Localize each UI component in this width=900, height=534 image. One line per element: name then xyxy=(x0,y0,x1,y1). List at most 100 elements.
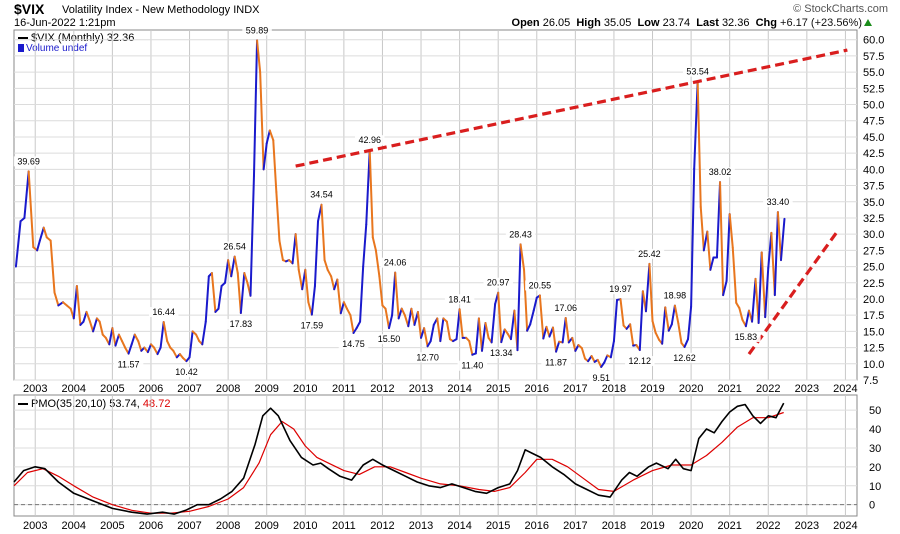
vix-segment xyxy=(313,220,320,288)
vix-segment xyxy=(326,268,333,278)
x-tick-label: 2015 xyxy=(486,383,510,395)
value-label-bg xyxy=(669,352,700,363)
x-tick-label: 2023 xyxy=(795,383,819,395)
vix-segment xyxy=(53,291,60,307)
value-label: 53.54 xyxy=(686,67,709,77)
pmo-x-tick-label: 2004 xyxy=(62,520,86,532)
value-label: 17.06 xyxy=(554,303,577,313)
vix-segment xyxy=(629,323,635,347)
value-label-bg xyxy=(380,257,410,268)
value-label: 28.43 xyxy=(509,229,532,239)
vix-segment xyxy=(336,278,342,315)
vix-segment xyxy=(561,317,567,344)
vix-segment xyxy=(603,354,609,364)
value-label: 11.57 xyxy=(118,360,140,370)
vix-segment xyxy=(166,340,172,349)
y-tick-label: 25.0 xyxy=(863,262,884,274)
vix-segment xyxy=(523,268,529,332)
vix-segment xyxy=(661,306,667,345)
pmo-x-tick-label: 2008 xyxy=(216,520,240,532)
value-label: 18.98 xyxy=(664,291,687,301)
line-swatch-icon xyxy=(18,403,28,406)
vix-segment xyxy=(146,343,152,354)
vix-segment xyxy=(345,307,352,317)
vix-segment xyxy=(297,268,304,291)
vix-segment xyxy=(133,333,140,343)
main-series-legend: $VIX (Monthly) 32.36 xyxy=(18,32,134,44)
vix-segment xyxy=(580,347,587,360)
value-label: 38.02 xyxy=(709,167,732,177)
x-tick-label: 2014 xyxy=(447,383,471,395)
vix-segment xyxy=(278,239,284,262)
value-label: 18.41 xyxy=(448,294,471,304)
vix-segment xyxy=(233,255,239,275)
y-tick-label: 22.5 xyxy=(863,278,884,290)
vix-segment xyxy=(526,323,532,332)
vix-segment xyxy=(687,305,693,341)
vix-segment xyxy=(725,213,731,282)
vix-segment xyxy=(648,262,654,323)
vix-segment xyxy=(551,326,558,353)
vix-segment xyxy=(532,296,538,312)
value-label: 11.87 xyxy=(545,358,567,368)
up-arrow-icon xyxy=(864,19,872,26)
y-tick-label: 17.5 xyxy=(863,310,884,322)
pmo-y-tick-label: 40 xyxy=(869,424,881,436)
vix-segment xyxy=(362,223,368,268)
y-tick-label: 20.0 xyxy=(863,294,884,306)
vix-segment xyxy=(667,323,673,332)
vix-segment xyxy=(731,246,738,304)
value-label-bg xyxy=(541,357,571,368)
trendline xyxy=(295,48,848,168)
vix-segment xyxy=(265,129,271,145)
volume-bars-icon xyxy=(18,44,24,53)
value-label: 19.97 xyxy=(609,284,632,294)
y-tick-label: 47.5 xyxy=(863,116,884,128)
stockcharts-logo: © StockCharts.com xyxy=(793,3,888,15)
vix-segment xyxy=(542,325,548,340)
vix-segment xyxy=(256,39,262,74)
value-label: 16.44 xyxy=(152,307,175,317)
vix-segment xyxy=(162,321,169,343)
x-tick-label: 2010 xyxy=(293,383,317,395)
value-label: 9.51 xyxy=(592,373,610,383)
vix-segment xyxy=(217,285,223,310)
vix-segment xyxy=(480,321,487,352)
value-label-bg xyxy=(13,156,44,167)
pmo-y-tick-label: 10 xyxy=(869,481,881,493)
vix-segment xyxy=(339,301,345,315)
vix-segment xyxy=(609,340,615,359)
vix-segment xyxy=(111,327,117,347)
vix-segment xyxy=(117,333,124,343)
vix-segment xyxy=(574,344,580,352)
pmo-x-tick-label: 2024 xyxy=(833,520,857,532)
x-tick-label: 2018 xyxy=(602,383,626,395)
y-tick-label: 30.0 xyxy=(863,229,884,241)
vix-segment xyxy=(490,303,497,344)
pmo-x-tick-label: 2015 xyxy=(486,520,510,532)
vix-segment xyxy=(571,336,577,352)
value-label-bg xyxy=(297,320,327,331)
vix-segment xyxy=(751,277,757,323)
open-label: Open xyxy=(511,17,540,29)
vix-segment xyxy=(696,80,702,208)
vix-segment xyxy=(555,340,561,353)
value-label-bg xyxy=(763,197,793,208)
pmo-x-tick-label: 2011 xyxy=(332,520,356,532)
value-label-bg xyxy=(705,167,735,178)
value-label: 12.70 xyxy=(416,352,439,362)
pmo-signal-line xyxy=(13,411,784,514)
value-label-bg xyxy=(306,189,337,200)
y-tick-label: 45.0 xyxy=(863,132,884,144)
open-value: 26.05 xyxy=(542,17,571,29)
vix-segment xyxy=(391,271,397,317)
vix-segment xyxy=(484,321,490,339)
pmo-x-tick-label: 2003 xyxy=(23,520,47,532)
y-tick-label: 50.0 xyxy=(863,100,884,112)
vix-segment xyxy=(368,149,374,239)
x-tick-label: 2022 xyxy=(756,383,780,395)
volume-legend-text: Volume undef xyxy=(26,43,88,54)
vix-segment xyxy=(619,298,625,327)
value-label: 59.89 xyxy=(246,25,269,35)
value-label: 12.62 xyxy=(673,353,696,363)
